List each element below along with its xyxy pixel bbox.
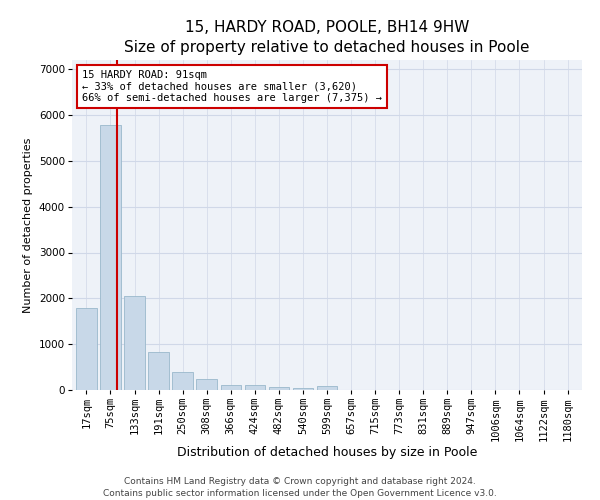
- Bar: [317, 386, 337, 390]
- Bar: [221, 385, 241, 390]
- Y-axis label: Number of detached properties: Number of detached properties: [23, 138, 34, 312]
- Bar: [293, 388, 313, 390]
- Bar: [269, 387, 289, 390]
- Bar: [76, 308, 97, 390]
- Bar: [148, 352, 169, 390]
- Title: 15, HARDY ROAD, POOLE, BH14 9HW
Size of property relative to detached houses in : 15, HARDY ROAD, POOLE, BH14 9HW Size of …: [124, 20, 530, 54]
- Text: Contains HM Land Registry data © Crown copyright and database right 2024.
Contai: Contains HM Land Registry data © Crown c…: [103, 476, 497, 498]
- Bar: [196, 380, 217, 390]
- Bar: [172, 372, 193, 390]
- Bar: [245, 385, 265, 390]
- Bar: [124, 296, 145, 390]
- Text: 15 HARDY ROAD: 91sqm
← 33% of detached houses are smaller (3,620)
66% of semi-de: 15 HARDY ROAD: 91sqm ← 33% of detached h…: [82, 70, 382, 103]
- X-axis label: Distribution of detached houses by size in Poole: Distribution of detached houses by size …: [177, 446, 477, 459]
- Bar: [100, 125, 121, 390]
